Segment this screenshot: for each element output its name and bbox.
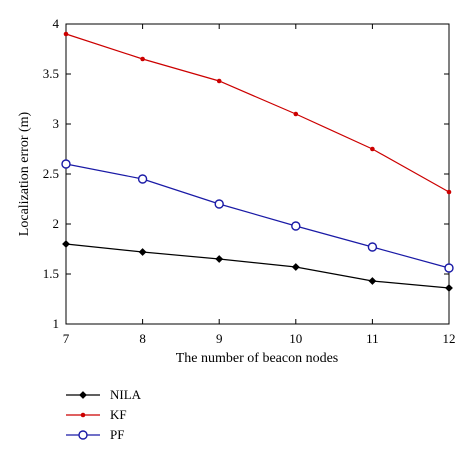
series-line-nila [65,243,450,289]
x-axis: 7 8 9 10 11 12 [63,24,456,346]
series-line-kf [65,33,450,193]
legend-marker-nila [79,391,87,399]
data-point-pf [137,174,148,184]
data-point-pf [61,159,71,169]
data-point-nila [291,263,300,271]
x-tick-label: 8 [139,331,146,346]
legend-marker-kf [80,412,86,418]
data-point-pf [291,221,301,231]
data-point-nila [368,277,377,285]
y-axis: 1 1.5 2 2.5 3 3.5 4 [43,16,449,331]
data-point-kf [370,146,375,152]
data-point-kf [140,56,145,62]
x-tick-label: 12 [443,331,456,346]
series-lines [65,33,450,289]
series-markers [61,31,454,292]
legend-label-kf: KF [110,407,127,422]
data-point-nila [138,248,147,256]
data-point-kf [216,78,222,84]
data-point-pf [444,263,454,273]
y-tick-label: 2.5 [43,166,59,181]
data-point-nila [215,255,224,263]
legend: NILA KF PF [66,387,142,442]
y-tick-label: 1 [53,316,60,331]
data-point-pf [367,242,378,252]
y-tick-label: 3 [53,116,60,131]
x-tick-label: 10 [289,331,302,346]
data-point-nila [445,284,453,292]
y-tick-label: 4 [53,16,60,31]
x-tick-label: 9 [216,331,223,346]
data-point-kf [293,111,299,117]
y-tick-label: 1.5 [43,266,59,281]
legend-marker-pf [78,430,88,440]
plot-area-frame [65,23,450,325]
x-tick-label: 11 [366,331,379,346]
series-line-pf [65,163,450,269]
y-tick-label: 3.5 [43,66,59,81]
y-axis-title: Localization error (m) [17,111,32,236]
x-tick-label: 7 [63,331,70,346]
data-point-pf [214,199,224,209]
data-point-kf [63,31,69,37]
legend-label-nila: NILA [110,387,142,402]
legend-label-pf: PF [110,427,124,442]
x-axis-title: The number of beacon nodes [176,351,339,366]
data-point-kf [446,189,452,195]
y-tick-label: 2 [53,216,60,231]
data-point-nila [62,240,70,248]
